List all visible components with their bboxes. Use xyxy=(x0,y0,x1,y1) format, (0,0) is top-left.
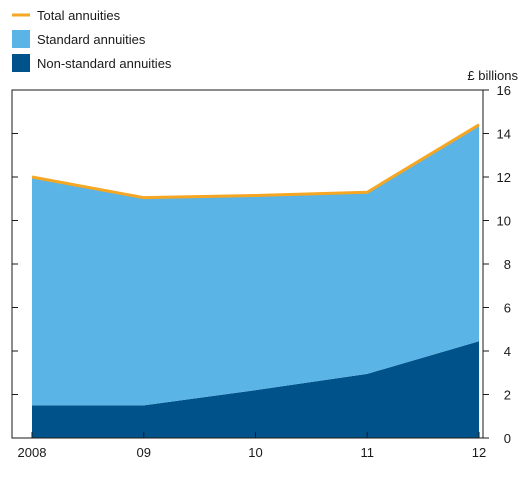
area-non-standard-annuities xyxy=(32,341,479,438)
x-tick-label-10: 10 xyxy=(248,445,262,460)
legend-swatch-non-standard-annuities xyxy=(12,54,30,72)
x-axis: 2008 09 10 11 12 xyxy=(18,432,486,460)
y-tick-label-6: 6 xyxy=(504,301,511,316)
y-axis-unit-label: £ billions xyxy=(467,68,518,83)
y-tick-label-8: 8 xyxy=(504,257,511,272)
y-tick-label-16: 16 xyxy=(497,83,511,98)
plot-areas xyxy=(31,123,480,438)
x-tick-label-09: 09 xyxy=(137,445,151,460)
x-tick-label-12: 12 xyxy=(472,445,486,460)
line-total-annuities xyxy=(31,123,480,200)
legend-label-total-annuities: Total annuities xyxy=(37,8,121,23)
y-axis: 0 2 4 6 8 10 12 14 16 xyxy=(12,83,511,446)
legend: Total annuities Standard annuities Non-sta… xyxy=(12,8,172,72)
y-tick-label-14: 14 xyxy=(497,127,511,142)
y-tick-label-12: 12 xyxy=(497,170,511,185)
legend-label-standard-annuities: Standard annuities xyxy=(37,32,146,47)
y-tick-label-0: 0 xyxy=(504,431,511,446)
y-tick-label-2: 2 xyxy=(504,388,511,403)
legend-label-non-standard-annuities: Non-standard annuities xyxy=(37,56,172,71)
x-tick-label-11: 11 xyxy=(361,445,375,460)
x-tick-label-2008: 2008 xyxy=(18,445,47,460)
y-tick-label-4: 4 xyxy=(504,344,511,359)
legend-swatch-standard-annuities xyxy=(12,30,30,48)
y-tick-label-10: 10 xyxy=(497,214,511,229)
area-standard-annuities xyxy=(32,124,479,406)
